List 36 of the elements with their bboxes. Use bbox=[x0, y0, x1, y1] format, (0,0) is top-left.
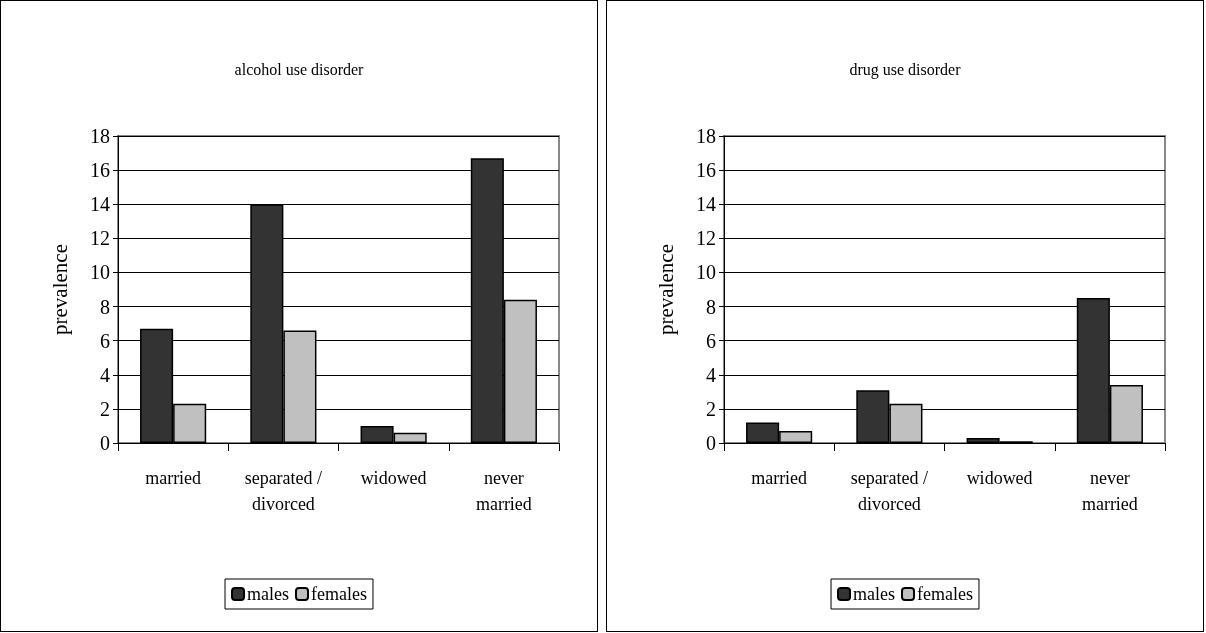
y-tick-label: 18 bbox=[90, 125, 110, 147]
x-tick-label: widowed bbox=[966, 468, 1033, 488]
y-tick-label: 14 bbox=[90, 193, 110, 216]
legend-label: females bbox=[917, 584, 973, 604]
y-tick-label: 16 bbox=[696, 159, 716, 182]
legend-label: females bbox=[311, 584, 367, 604]
x-tick-label: separated / divorced bbox=[244, 468, 323, 514]
x-tick-label: never married bbox=[475, 468, 532, 514]
y-tick-label: 14 bbox=[696, 193, 716, 216]
chart-title: alcohol use disorder bbox=[234, 60, 365, 78]
y-tick-label: 8 bbox=[100, 295, 110, 318]
y-tick-label: 2 bbox=[706, 397, 716, 420]
x-tick-label: widowed bbox=[360, 468, 427, 488]
y-tick-label: 16 bbox=[90, 159, 110, 182]
y-tick-label: 12 bbox=[696, 227, 716, 250]
y-axis-title: prevalence bbox=[47, 244, 72, 335]
y-tick-label: 6 bbox=[706, 329, 716, 352]
y-tick-label: 4 bbox=[100, 363, 110, 386]
y-axis-title: prevalence bbox=[653, 244, 678, 335]
y-tick-label: 8 bbox=[706, 295, 716, 318]
y-tick-label: 10 bbox=[696, 261, 716, 284]
y-tick-label: 4 bbox=[706, 363, 716, 386]
x-tick-label: married bbox=[751, 468, 808, 488]
y-tick-label: 0 bbox=[100, 432, 110, 454]
y-tick-label: 2 bbox=[100, 397, 110, 420]
legend-label: males bbox=[853, 584, 896, 604]
x-tick-label: married bbox=[145, 468, 202, 488]
x-tick-label: separated / divorced bbox=[850, 468, 929, 514]
y-tick-label: 6 bbox=[100, 329, 110, 352]
chart-title: drug use disorder bbox=[849, 60, 962, 79]
x-tick-label: never married bbox=[1081, 468, 1138, 514]
legend-label: males bbox=[247, 584, 290, 604]
y-tick-label: 12 bbox=[90, 227, 110, 250]
y-tick-label: 18 bbox=[696, 125, 716, 147]
y-tick-label: 10 bbox=[90, 261, 110, 284]
y-tick-label: 0 bbox=[706, 432, 716, 454]
